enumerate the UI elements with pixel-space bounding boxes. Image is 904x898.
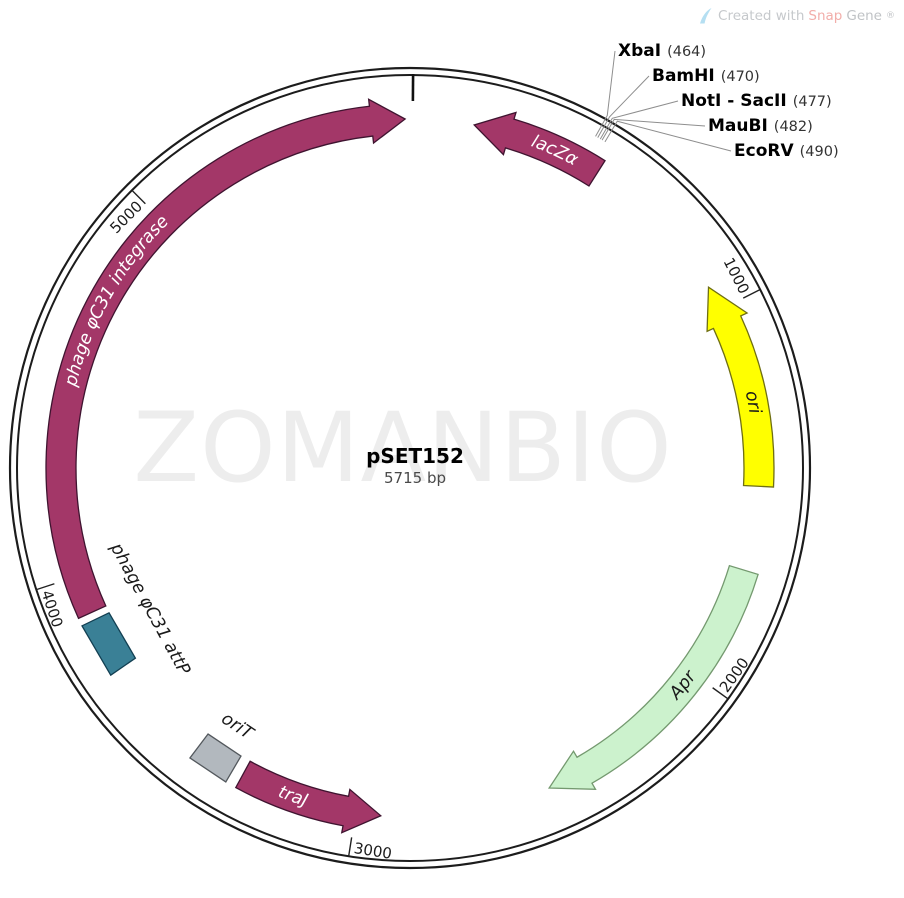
credit-brand-gene: Gene [846, 8, 882, 24]
plasmid-name: pSET152 [366, 444, 464, 468]
watermark: ZOMANBIO [133, 392, 673, 504]
enzyme-label-EcoRV: EcoRV (490) [734, 141, 839, 161]
plasmid-size-label: 5715 bp [384, 469, 446, 487]
enzyme-leader-MauBI [601, 118, 706, 141]
tick-5000 [131, 190, 146, 205]
feature-label-oriT: oriT [218, 709, 258, 745]
tick-label-1000: 1000 [720, 255, 753, 297]
backbone-inner-circle [16, 74, 804, 862]
tick-label-2000: 2000 [716, 654, 753, 695]
enzyme-leader-XbaI [595, 50, 616, 137]
feature-lacZa [472, 111, 606, 187]
snapgene-credit: Created with Snap Gene ® [697, 7, 895, 25]
backbone-outer-circle [8, 66, 812, 870]
enzyme-leader-BamHI [597, 75, 650, 138]
enzyme-label-MauBI: MauBI (482) [708, 116, 813, 136]
enzyme-label-XbaI: XbaI (464) [618, 41, 706, 61]
feature-oriT [188, 733, 242, 783]
enzyme-leader-NotI-SacII [599, 100, 679, 140]
credit-text: Created with [718, 8, 805, 24]
feature-traJ [234, 760, 383, 834]
feature-ori [706, 286, 775, 488]
enzyme-label-NotI-SacII: NotI - SacII (477) [681, 91, 832, 111]
credit-registered-mark: ® [886, 10, 895, 21]
credit-brand-snap: Snap [808, 8, 843, 24]
plasmid-title-block: pSET152 5715 bp [265, 444, 565, 487]
enzyme-leader-EcoRV [604, 120, 732, 152]
tick-2000 [712, 687, 729, 700]
tick-1000 [742, 289, 761, 299]
tick-3000 [348, 837, 353, 856]
feature-Apr [547, 564, 759, 790]
feature-label-ori: ori [741, 389, 765, 415]
snapgene-logo-icon [700, 8, 712, 24]
tick-4000 [36, 583, 55, 591]
feature-integrase [45, 98, 407, 620]
enzyme-label-BamHI: BamHI (470) [652, 66, 760, 86]
tick-label-3000: 3000 [353, 839, 394, 863]
feature-attP [81, 611, 137, 677]
